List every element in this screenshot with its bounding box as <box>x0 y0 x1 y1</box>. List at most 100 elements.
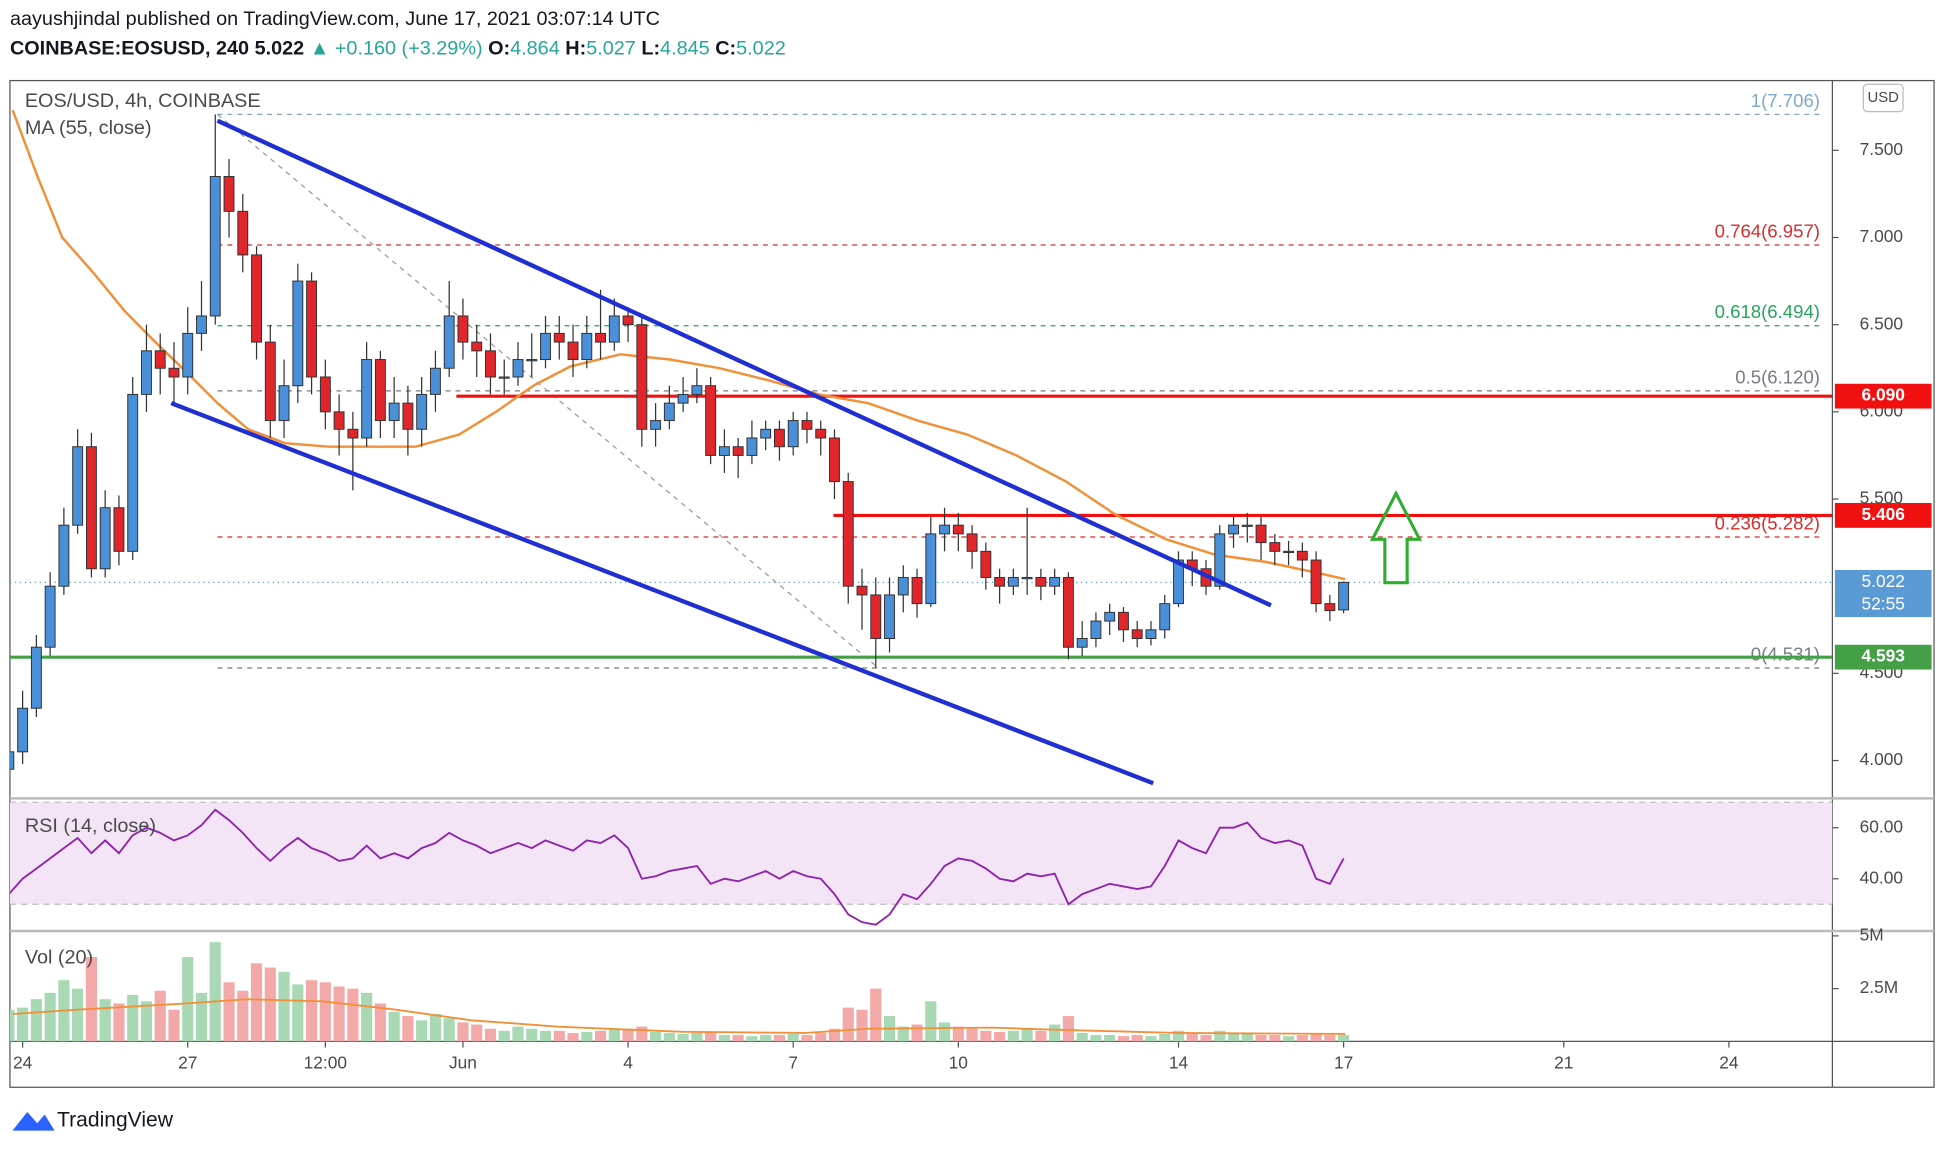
candle-body <box>732 446 744 456</box>
volume-ma <box>12 998 1346 1035</box>
y-tick-label: 7.500 <box>1860 139 1903 159</box>
candle-body <box>278 385 290 422</box>
volume-bar <box>1296 1035 1308 1042</box>
frame <box>9 79 1935 1088</box>
volume-bar <box>99 999 111 1042</box>
candle-body <box>1310 559 1322 605</box>
volume-bar <box>539 1030 552 1042</box>
volume-bar <box>1117 1036 1130 1042</box>
ohlc-value: 4.845 <box>660 38 710 60</box>
fib-label: 0.618(6.494) <box>1715 301 1820 322</box>
candle-body <box>58 524 70 587</box>
x-tick-label: 21 <box>1554 1052 1573 1072</box>
candle-body <box>141 350 152 395</box>
volume-bar <box>44 992 56 1042</box>
candle-body <box>1145 629 1157 639</box>
volume-bar <box>498 1030 510 1042</box>
axes: 7.5007.0006.5006.0005.5004.5004.00060.00… <box>13 139 1932 1072</box>
volume-bar <box>292 984 304 1042</box>
candle-body <box>264 341 276 422</box>
volume-bar <box>1186 1034 1198 1042</box>
y-tick-label: 2.5M <box>1860 977 1899 997</box>
volume-bar <box>319 982 331 1042</box>
volume-bar <box>388 1011 400 1042</box>
candle-body <box>154 350 166 369</box>
candle-body <box>1117 611 1129 631</box>
candle-body <box>897 576 909 596</box>
volume-bar <box>9 1009 15 1042</box>
volume-bar <box>347 988 359 1042</box>
candle-body <box>884 594 895 639</box>
currency[interactable]: USD <box>1868 90 1900 106</box>
volume-bar <box>1172 1030 1185 1042</box>
candle-body <box>402 402 414 430</box>
candle-body <box>952 524 964 535</box>
candle-body <box>85 446 97 570</box>
candle-body <box>801 420 813 430</box>
volume-bar <box>608 1029 620 1042</box>
candle-body <box>9 751 15 770</box>
candle-body <box>1173 559 1184 605</box>
ma-legend: MA (55, close) <box>25 117 152 139</box>
candle-body <box>1090 620 1102 639</box>
volume-bar <box>760 1035 772 1042</box>
candle-body <box>443 315 455 369</box>
candle-body <box>17 707 29 753</box>
y-tick-label: 7.000 <box>1860 226 1903 246</box>
volume-bar <box>1062 1016 1074 1042</box>
candle-body <box>1035 576 1047 587</box>
volume-bar <box>1214 1030 1226 1042</box>
x-tick-label: 24 <box>13 1052 33 1072</box>
volume-bar <box>250 963 263 1042</box>
candle-body <box>966 533 978 552</box>
volume-bar <box>278 971 290 1042</box>
candle-body <box>650 420 662 430</box>
level-tag-label: 6.090 <box>1862 385 1905 405</box>
volume-bar <box>663 1032 675 1042</box>
volume-bar <box>581 1031 593 1042</box>
candle-body <box>1104 611 1116 622</box>
last-price-label: 5.022 <box>1862 571 1905 591</box>
candle-body <box>1007 576 1019 587</box>
volume-bar <box>361 992 373 1042</box>
candle-body <box>787 420 799 448</box>
candle-body <box>1324 603 1336 612</box>
currency-button[interactable] <box>1862 83 1904 113</box>
candle-body <box>374 359 386 422</box>
symbol-info: COINBASE:EOSUSD, 240 5.022 ▲ +0.160 (+3.… <box>10 38 786 60</box>
volume-bar <box>1269 1035 1281 1042</box>
candle-body <box>196 315 207 334</box>
volume-bar <box>374 1003 386 1042</box>
up-arrow <box>1369 490 1423 585</box>
volume-bar <box>512 1026 524 1042</box>
ohlc-value: 5.022 <box>736 38 786 60</box>
candle-body <box>512 359 524 378</box>
rsi-line <box>9 808 1345 926</box>
ohlc-value: 5.027 <box>586 38 636 60</box>
candle-body <box>746 437 758 456</box>
volume-bar <box>815 1032 827 1042</box>
x-tick-label: 4 <box>623 1052 633 1072</box>
candle-body <box>72 446 84 526</box>
volume-bar <box>1324 1035 1336 1042</box>
volume-bar <box>980 1030 992 1042</box>
volume-bar <box>443 1018 455 1042</box>
y-tick-label: 40.00 <box>1860 867 1903 887</box>
volume-bar <box>223 982 235 1042</box>
candle-body <box>388 402 400 422</box>
candle-body <box>429 367 441 395</box>
volume-bar <box>952 1026 964 1042</box>
volume-bar <box>140 1001 153 1042</box>
rsi-legend: RSI (14, close) <box>25 815 156 837</box>
volume-bar <box>1049 1024 1061 1042</box>
volume-bar <box>195 992 208 1042</box>
volume-bar <box>113 1003 125 1042</box>
candle-body <box>636 324 648 430</box>
rsi-pane <box>9 801 1833 926</box>
candle-body <box>1296 550 1308 561</box>
candle-body <box>663 402 675 422</box>
candle-body <box>705 385 717 456</box>
volume-bar <box>622 1028 634 1042</box>
volume-bar <box>594 1030 607 1042</box>
candle-body <box>595 332 607 343</box>
